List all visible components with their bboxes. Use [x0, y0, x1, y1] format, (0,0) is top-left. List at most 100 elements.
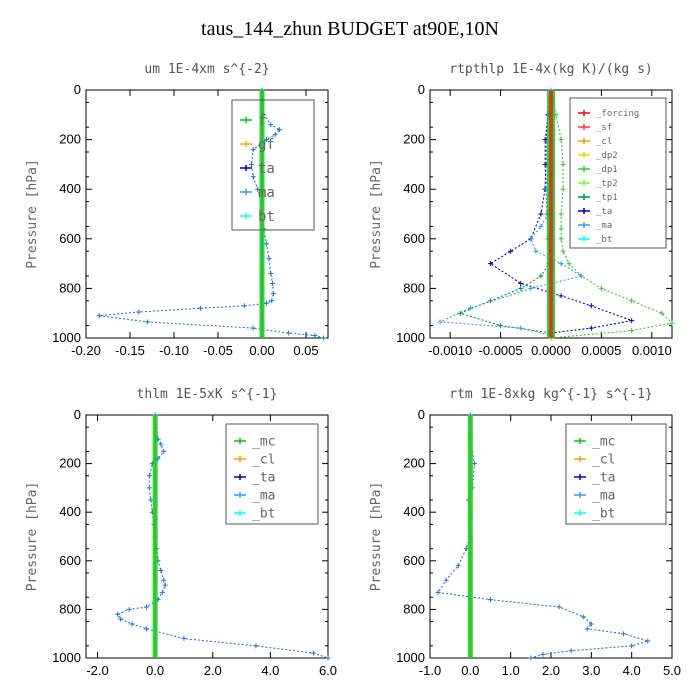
y-axis-label: Pressure [hPa] [25, 159, 40, 269]
legend-marker [574, 456, 586, 462]
legend-marker [574, 510, 586, 516]
data-point [540, 651, 546, 657]
legend: _forcing _sf _cl _dp2 _dp1 _tp2 _tp1 _ta _ma _bt [569, 97, 667, 249]
data-point [568, 648, 574, 654]
data-point [158, 441, 164, 447]
plot-frame [429, 414, 673, 659]
data-point [263, 241, 269, 247]
legend-marker [578, 208, 590, 214]
data-point [560, 161, 566, 167]
legend-label: _ma [252, 489, 275, 504]
data-point [556, 604, 562, 610]
data-point [266, 256, 272, 262]
y-tick-label: 400 [403, 504, 425, 519]
panel-title: um 1E-4xm s^{-2} [144, 62, 269, 77]
legend-label: _bt [596, 235, 612, 245]
data-point [621, 631, 627, 637]
y-tick-label: 800 [59, 280, 81, 295]
plot-frame [85, 89, 329, 339]
y-axis-label: Pressure [hPa] [369, 482, 384, 592]
y-axis-label: Pressure [hPa] [369, 159, 384, 269]
data-point [558, 293, 564, 299]
legend-label: _cl [252, 453, 275, 468]
legend-marker [574, 474, 586, 480]
series-line [439, 90, 583, 337]
panel-title: thlm 1E-5xK s^{-1} [137, 387, 278, 402]
legend-box [569, 97, 667, 249]
data-point [250, 325, 256, 331]
data-point [255, 186, 261, 192]
legend-label: _bt [592, 507, 615, 522]
data-point [197, 305, 203, 311]
y-tick-label: 600 [59, 231, 81, 246]
y-tick-label: 1000 [52, 650, 81, 665]
data-point [311, 650, 317, 656]
legend: _mc _cl _ta _ma _bt [565, 423, 667, 525]
chart-panel-3: thlm 1E-5xK s^{-1} Pressure [hPa] 0 200 400 6… [25, 387, 337, 678]
data-point [115, 611, 121, 617]
legend-marker [234, 510, 246, 516]
legend-marker [240, 189, 252, 195]
data-point [488, 597, 493, 603]
x-tick-label: 5.0 [663, 663, 681, 678]
y-tick-label: 1000 [396, 330, 425, 345]
legend-label: gf [258, 137, 275, 153]
zero-profile-band [259, 90, 265, 338]
legend: f gf ta ma bt [231, 99, 315, 231]
y-tick-label: 0 [74, 82, 81, 97]
series-line [489, 89, 634, 334]
chart-panel-1: um 1E-4xm s^{-2} Pressure [hPa] 0 200 400 600… [25, 62, 329, 358]
legend-marker [240, 213, 252, 219]
data-point [285, 330, 291, 336]
data-point [455, 563, 461, 569]
data-point [584, 626, 590, 632]
data-point [435, 589, 441, 595]
x-tick-label: 6.0 [319, 663, 337, 678]
series-bt [115, 412, 331, 661]
series-bt [96, 87, 327, 341]
legend-marker [234, 492, 246, 498]
data-point [629, 298, 635, 304]
data-point [488, 261, 493, 267]
series-line [458, 89, 552, 334]
x-tick-label: -0.15 [115, 343, 145, 358]
x-tick-label: 2.0 [542, 663, 560, 678]
panel-title: rtm 1E-8xkg kg^{-1} s^{-1} [449, 387, 653, 402]
x-tick-label: -0.0010 [428, 343, 472, 358]
legend-label: f [258, 113, 266, 129]
y-tick-label: 200 [403, 456, 425, 471]
legend-label: _sf [596, 123, 612, 133]
series-ma [437, 87, 584, 339]
legend-label: _mc [592, 435, 615, 450]
y-tick-label: 0 [74, 407, 81, 422]
series-tp1 [457, 87, 554, 336]
data-point [538, 223, 544, 229]
legend-marker [578, 152, 590, 158]
data-point [263, 300, 269, 306]
x-tick-label: -1.0 [419, 663, 441, 678]
data-point [629, 643, 635, 649]
legend-marker [578, 138, 590, 144]
legend-label: _ta [596, 207, 612, 217]
data-point [270, 280, 276, 286]
legend-box [225, 423, 319, 525]
legend-marker [234, 456, 246, 462]
data-point [136, 309, 142, 315]
legend: _mc _cl _ta _ma _bt [225, 423, 319, 525]
data-point [146, 485, 152, 491]
chart-panel-2: rtpthlp 1E-4x(kg K)/(kg s) Pressure [hPa]… [369, 62, 675, 358]
data-point [528, 285, 534, 291]
data-point [277, 127, 283, 133]
data-point [566, 261, 572, 267]
data-point [518, 325, 524, 331]
data-point [158, 568, 164, 574]
y-tick-label: 0 [418, 407, 425, 422]
data-point [126, 606, 132, 612]
legend-label: _dp2 [596, 151, 618, 161]
data-point [146, 473, 152, 479]
series-bt [435, 412, 651, 661]
data-point [558, 226, 564, 232]
panel-title: rtpthlp 1E-4x(kg K)/(kg s) [449, 62, 653, 77]
zero-profile-band [467, 415, 473, 658]
